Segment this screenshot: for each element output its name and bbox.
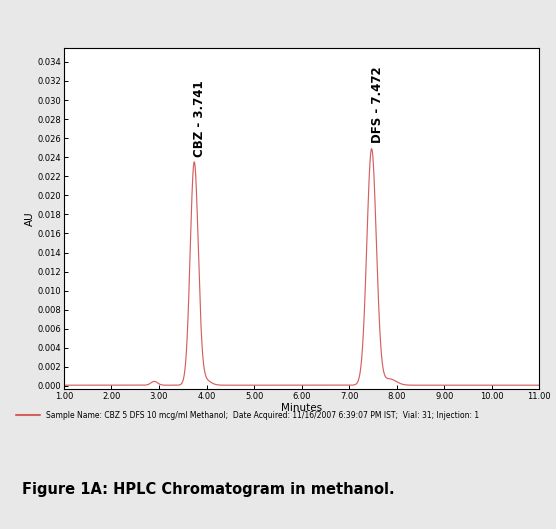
Text: Sample Name: CBZ 5 DFS 10 mcg/ml Methanol;  Date Acquired: 11/16/2007 6:39:07 PM: Sample Name: CBZ 5 DFS 10 mcg/ml Methano… [46,411,479,420]
Text: CBZ - 3.741: CBZ - 3.741 [193,81,206,158]
Text: Figure 1A: HPLC Chromatogram in methanol.: Figure 1A: HPLC Chromatogram in methanol… [22,482,395,497]
Text: DFS - 7.472: DFS - 7.472 [371,67,384,143]
X-axis label: Minutes: Minutes [281,404,322,413]
Y-axis label: AU: AU [24,211,34,225]
